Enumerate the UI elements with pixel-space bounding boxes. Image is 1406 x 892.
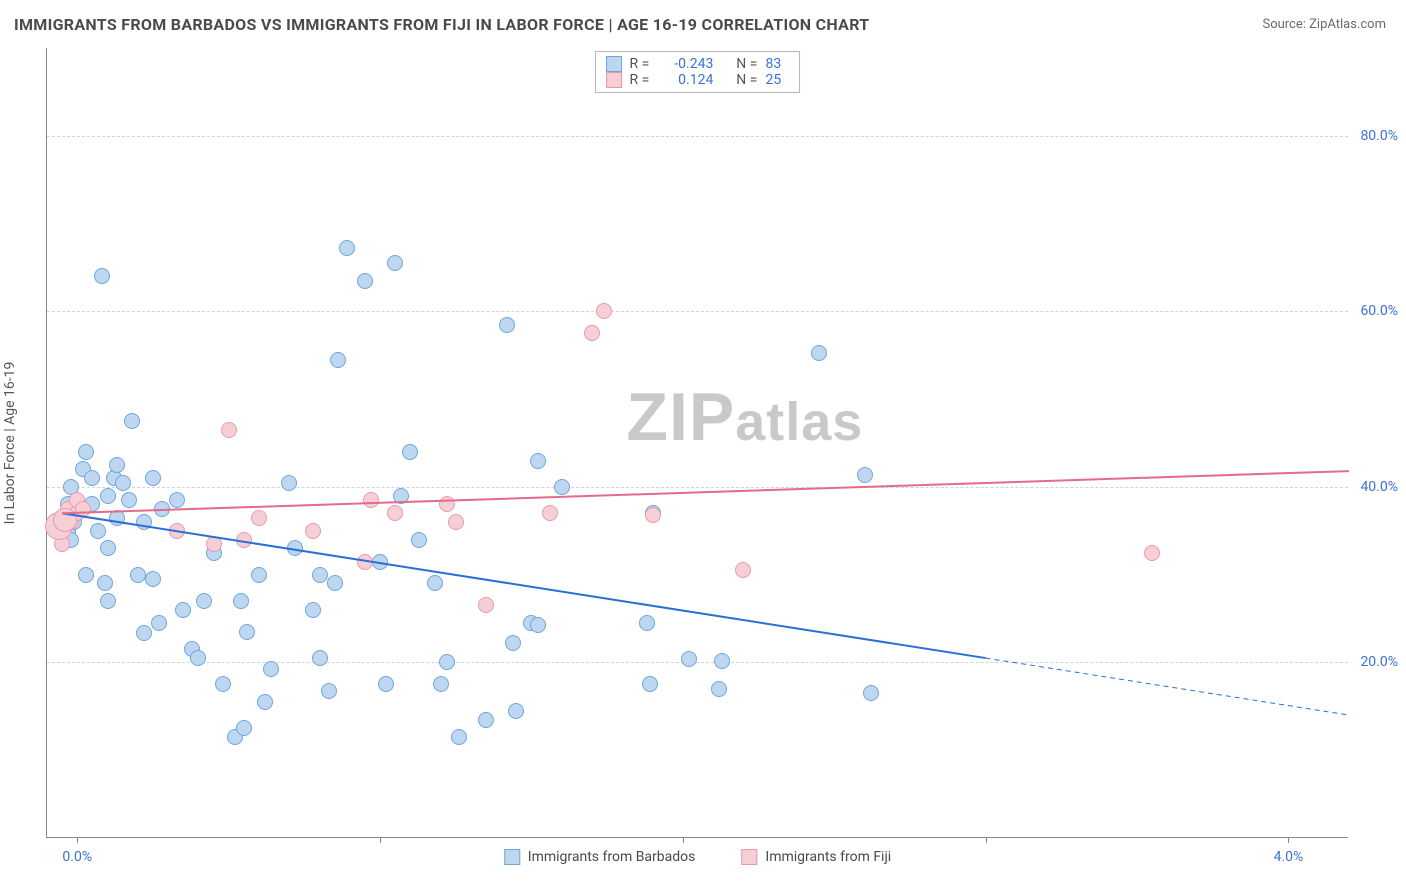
y-tick-label: 20.0% xyxy=(1350,654,1398,670)
chart-title: IMMIGRANTS FROM BARBADOS VS IMMIGRANTS F… xyxy=(14,15,870,34)
n-label: N = xyxy=(736,56,757,72)
y-tick-label: 40.0% xyxy=(1350,479,1398,495)
n-value: 25 xyxy=(765,72,789,88)
r-value: -0.243 xyxy=(657,56,713,72)
correlation-legend-row: R = -0.243 N = 83 xyxy=(606,56,790,72)
y-axis-title: In Labor Force | Age 16-19 xyxy=(2,362,18,525)
source-attribution: Source: ZipAtlas.com xyxy=(1262,17,1386,32)
plot-container: In Labor Force | Age 16-19 ZIPatlas 20.0… xyxy=(46,48,1348,838)
header-bar: IMMIGRANTS FROM BARBADOS VS IMMIGRANTS F… xyxy=(0,0,1406,48)
series-legend-label: Immigrants from Barbados xyxy=(528,849,696,865)
n-value: 83 xyxy=(765,56,789,72)
series-legend-label: Immigrants from Fiji xyxy=(765,849,891,865)
legend-swatch xyxy=(606,72,622,88)
series-legend-item[interactable]: Immigrants from Fiji xyxy=(741,849,891,865)
trend-line-extrapolated xyxy=(986,658,1349,715)
r-label: R = xyxy=(630,56,650,72)
x-tick-label: 4.0% xyxy=(1274,849,1304,865)
r-label: R = xyxy=(630,72,650,88)
y-tick-label: 60.0% xyxy=(1350,303,1398,319)
correlation-legend-row: R = 0.124 N = 25 xyxy=(606,72,790,88)
plot-area: ZIPatlas 20.0%40.0%60.0%80.0%0.0%4.0% R … xyxy=(46,48,1348,838)
legend-swatch xyxy=(741,849,757,865)
trend-line xyxy=(62,513,986,658)
x-tick-label: 0.0% xyxy=(62,849,92,865)
correlation-legend: R = -0.243 N = 83 R = 0.124 N = 25 xyxy=(595,51,801,93)
series-legend-item[interactable]: Immigrants from Barbados xyxy=(504,849,696,865)
trend-line xyxy=(62,471,1349,513)
series-legend: Immigrants from Barbados Immigrants from … xyxy=(504,849,891,865)
r-value: 0.124 xyxy=(657,72,713,88)
trend-lines xyxy=(47,48,1349,838)
n-label: N = xyxy=(736,72,757,88)
legend-swatch xyxy=(504,849,520,865)
legend-swatch xyxy=(606,56,622,72)
y-tick-label: 80.0% xyxy=(1350,128,1398,144)
